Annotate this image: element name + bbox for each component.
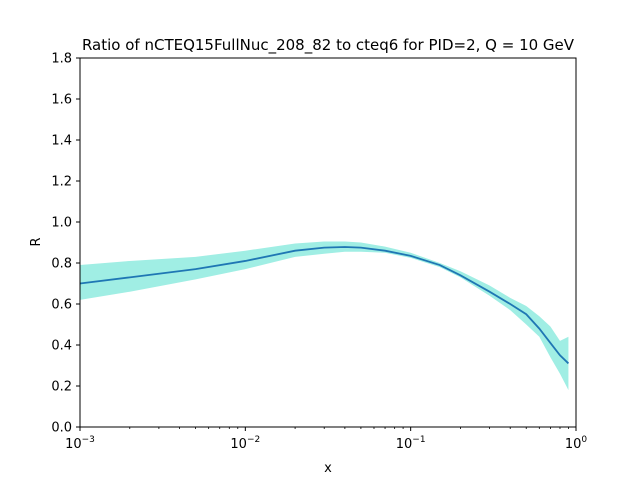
y-tick-label: 1.8 xyxy=(51,52,72,67)
central-line xyxy=(79,246,570,365)
y-axis: 0.0 0.2 0.4 0.6 0.8 1.0 1.2 1.4 1.6 1.8 xyxy=(51,52,80,436)
x-tick-base: 10 xyxy=(565,437,582,452)
x-tick-exponent: −1 xyxy=(412,435,425,445)
x-tick-label: 10−3 xyxy=(65,435,95,452)
x-tick-exponent: 0 xyxy=(581,435,587,445)
y-tick-label: 1.2 xyxy=(51,175,72,190)
x-tick-label: 100 xyxy=(565,435,588,452)
x-axis: 10−3 10−2 10−1 100 xyxy=(65,427,587,452)
y-tick-label: 0.6 xyxy=(51,298,72,313)
y-tick-label: 1.4 xyxy=(51,134,72,149)
plot-area xyxy=(79,241,570,391)
x-tick-label: 10−1 xyxy=(396,435,426,452)
x-tick-exponent: −2 xyxy=(247,435,260,445)
x-tick-label: 10−2 xyxy=(230,435,260,452)
x-axis-label: x xyxy=(324,461,332,476)
x-tick-base: 10 xyxy=(65,437,82,452)
y-tick-label: 0.8 xyxy=(51,257,72,272)
y-tick-label: 0.4 xyxy=(51,339,72,354)
y-tick-label: 0.0 xyxy=(51,421,72,436)
y-tick-label: 1.6 xyxy=(51,93,72,108)
plot-frame xyxy=(79,57,577,428)
chart-title: Ratio of nCTEQ15FullNuc_208_82 to cteq6 … xyxy=(82,36,575,55)
y-axis-label: R xyxy=(29,237,44,246)
y-tick-label: 1.0 xyxy=(51,216,72,231)
x-tick-base: 10 xyxy=(230,437,247,452)
y-tick-label: 0.2 xyxy=(51,380,72,395)
x-tick-base: 10 xyxy=(396,437,413,452)
x-tick-exponent: −3 xyxy=(82,435,95,445)
